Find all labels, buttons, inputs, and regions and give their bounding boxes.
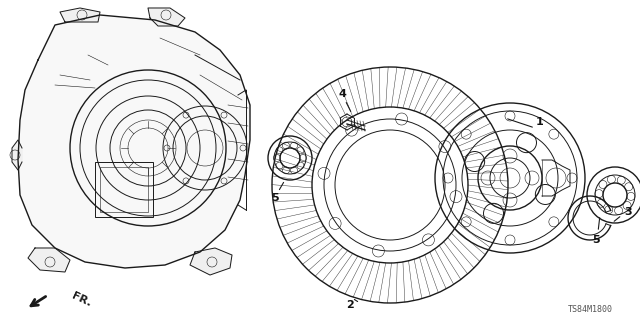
Polygon shape	[60, 8, 100, 22]
Polygon shape	[28, 248, 70, 272]
Text: FR.: FR.	[70, 291, 93, 309]
Bar	[95, 162, 153, 217]
Text: 5: 5	[271, 193, 279, 203]
Polygon shape	[18, 15, 250, 268]
Text: 5: 5	[592, 235, 600, 245]
Text: 2: 2	[346, 300, 354, 310]
Text: 1: 1	[536, 117, 544, 127]
Polygon shape	[190, 248, 232, 275]
Text: 3: 3	[624, 207, 632, 217]
Bar	[100, 167, 148, 212]
Text: 4: 4	[338, 89, 346, 99]
Polygon shape	[148, 8, 185, 26]
Text: TS84M1800: TS84M1800	[568, 306, 612, 315]
Polygon shape	[12, 140, 22, 170]
